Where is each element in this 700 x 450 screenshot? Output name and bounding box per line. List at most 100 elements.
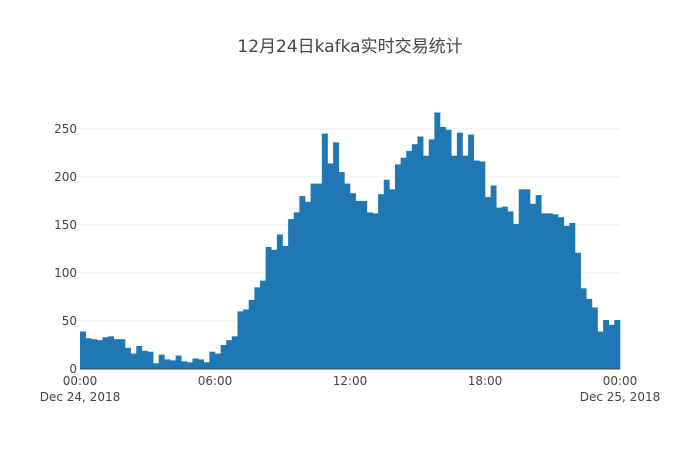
histogram-bar — [344, 183, 351, 369]
histogram-bar — [293, 212, 300, 369]
x-tick-label: 06:00 — [198, 374, 233, 388]
histogram-bar — [108, 336, 115, 369]
histogram-bar — [575, 252, 581, 369]
histogram-bar — [395, 164, 401, 369]
histogram-bar — [96, 340, 103, 369]
histogram-bar — [569, 222, 576, 369]
histogram-bar — [158, 354, 165, 369]
y-tick-label: 50 — [62, 314, 77, 328]
histogram-bar — [558, 217, 565, 369]
histogram-bar — [254, 287, 261, 369]
histogram-bar — [451, 155, 458, 369]
histogram-bar — [440, 126, 446, 370]
x-tick-label: 18:00 — [468, 374, 503, 388]
histogram-bar — [310, 183, 317, 369]
histogram-bar — [209, 351, 216, 369]
histogram-bar — [260, 280, 266, 369]
histogram-bar — [80, 331, 86, 369]
x-tick-sublabel: Dec 25, 2018 — [580, 390, 660, 404]
y-tick-label: 150 — [54, 218, 77, 232]
histogram-bar — [136, 345, 143, 369]
histogram-bar — [597, 331, 604, 369]
histogram-bar — [327, 163, 334, 369]
histogram-bar — [186, 362, 193, 369]
chart-title: 12月24日kafka实时交易统计 — [237, 37, 463, 57]
histogram-bar — [91, 339, 98, 369]
histogram-bar — [513, 223, 520, 369]
histogram-bar — [113, 339, 120, 369]
histogram-bar — [580, 288, 587, 369]
histogram-bar — [603, 320, 610, 369]
histogram-bar — [591, 307, 598, 369]
x-tick-label: 12:00 — [333, 374, 368, 388]
histogram-bar — [175, 355, 182, 369]
histogram-bar — [265, 246, 272, 369]
histogram-bar — [383, 179, 390, 369]
histogram-bar — [546, 213, 553, 369]
histogram-bar — [423, 155, 430, 369]
x-tick-label: 00:00 — [603, 374, 638, 388]
histogram-bar — [130, 353, 137, 369]
histogram-bar — [411, 144, 418, 369]
histogram-bar — [147, 351, 154, 369]
histogram-bar — [305, 201, 311, 369]
bars — [80, 112, 621, 370]
histogram-bar — [248, 299, 255, 369]
histogram-bar — [389, 189, 396, 369]
histogram-bar — [417, 136, 424, 369]
x-tick-label: 00:00 — [63, 374, 98, 388]
histogram-bar — [231, 336, 238, 369]
histogram-bar — [220, 344, 227, 369]
y-tick-label: 0 — [69, 362, 77, 376]
histogram-bar — [333, 142, 340, 369]
histogram-bar — [338, 172, 345, 369]
y-tick-label: 250 — [54, 122, 77, 136]
histogram-bar — [243, 309, 250, 369]
histogram-bar — [445, 129, 452, 369]
histogram-bar — [428, 139, 435, 369]
histogram-bar — [237, 311, 244, 369]
histogram-bar — [226, 340, 233, 369]
histogram-bar — [282, 246, 289, 369]
histogram-bar — [321, 133, 328, 369]
x-tick-sublabel: Dec 24, 2018 — [40, 390, 120, 404]
histogram-bar — [192, 358, 199, 369]
histogram-bar — [355, 200, 362, 369]
histogram-bar — [501, 206, 508, 369]
histogram-bar — [468, 134, 475, 369]
histogram-bar — [276, 234, 283, 369]
histogram-bar — [361, 200, 368, 369]
histogram-bar — [119, 339, 126, 369]
histogram-bar — [141, 350, 148, 369]
histogram-bar — [153, 363, 160, 369]
histogram-bar — [490, 185, 497, 369]
histogram-bar — [530, 203, 536, 369]
histogram-bar — [608, 324, 615, 369]
histogram-bar — [563, 225, 570, 369]
histogram-bar — [541, 213, 548, 369]
histogram-bar — [271, 249, 278, 369]
histogram-bar — [350, 193, 356, 369]
histogram-bar — [586, 298, 593, 369]
axes: 0 50 100 150 200 250 00:00 Dec 24, 2018 06:00 12:… — [40, 122, 660, 404]
histogram-bar — [434, 112, 441, 369]
histogram-bar — [524, 189, 531, 369]
histogram-bar — [507, 211, 514, 369]
histogram-bar — [203, 362, 210, 369]
histogram-bar — [406, 150, 413, 369]
histogram-bar — [198, 359, 205, 369]
histogram-bar — [181, 361, 188, 369]
histogram-bar — [462, 155, 469, 369]
histogram-bar — [552, 214, 559, 369]
histogram-bar — [479, 161, 486, 369]
histogram-bar — [535, 195, 542, 369]
histogram-bar — [518, 189, 525, 369]
histogram-bar — [456, 132, 463, 369]
y-tick-label: 200 — [54, 170, 77, 184]
histogram-bar — [366, 212, 373, 369]
histogram-bar — [288, 219, 295, 369]
histogram-bar — [215, 353, 221, 369]
histogram-bar — [170, 360, 176, 369]
histogram-bar — [400, 157, 407, 369]
